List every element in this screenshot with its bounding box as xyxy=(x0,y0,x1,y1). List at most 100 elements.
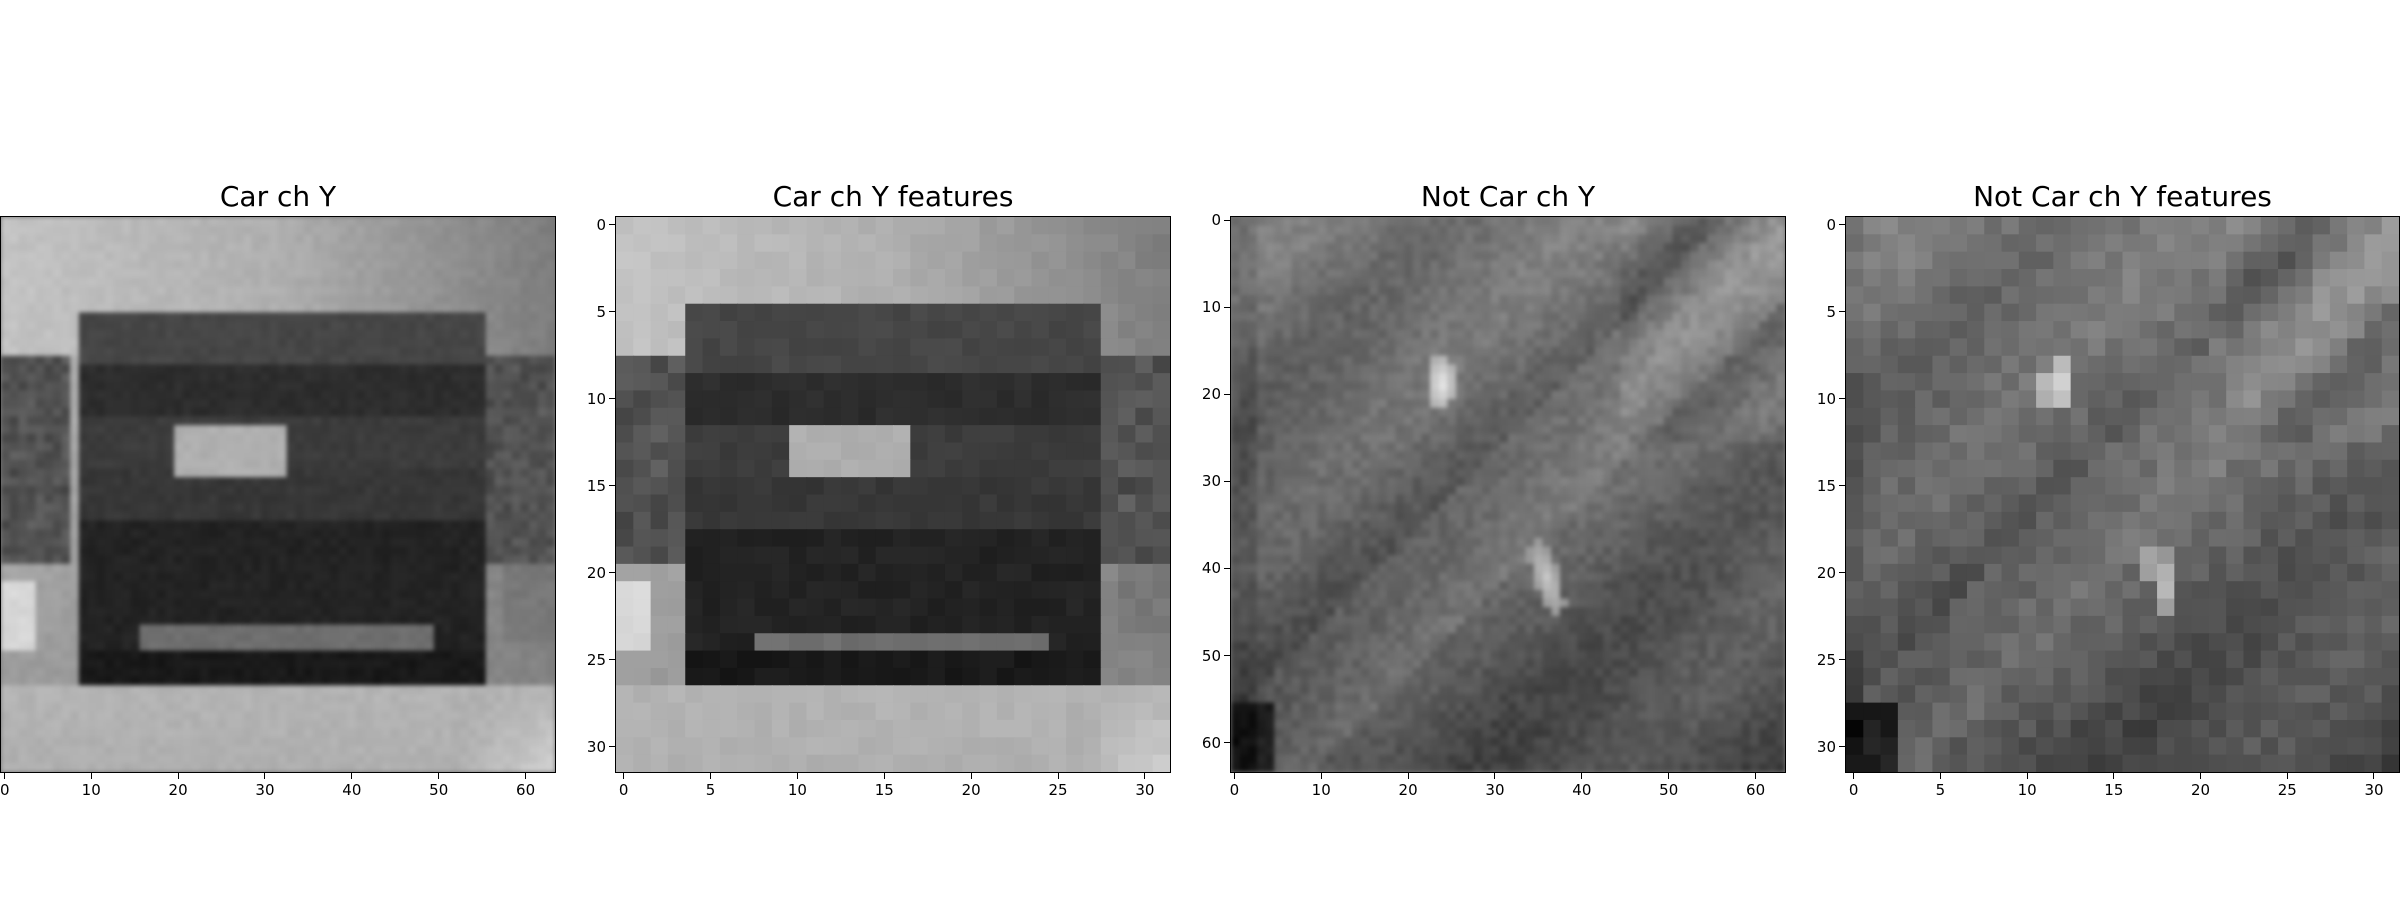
y-tick-label: 20 xyxy=(1817,564,1836,582)
y-tick-mark xyxy=(1224,655,1230,656)
x-tick-mark xyxy=(971,773,972,779)
x-tick-mark xyxy=(1321,773,1322,779)
x-tick-label: 10 xyxy=(1312,781,1331,799)
x-tick-mark xyxy=(2027,773,2028,779)
y-tick-label: 40 xyxy=(1202,559,1221,577)
y-tick-label: 25 xyxy=(1817,651,1836,669)
x-tick-label: 25 xyxy=(1049,781,1068,799)
y-tick-mark xyxy=(1839,746,1845,747)
y-tick-mark xyxy=(609,746,615,747)
x-tick-mark xyxy=(178,773,179,779)
x-tick-label: 40 xyxy=(342,781,361,799)
y-tick-label: 5 xyxy=(596,303,606,321)
y-tick-label: 0 xyxy=(1826,216,1836,234)
y-tick-label: 10 xyxy=(1202,298,1221,316)
y-tick-mark xyxy=(1224,307,1230,308)
not-car-feature-image xyxy=(1845,216,2400,773)
y-tick-label: 50 xyxy=(1202,647,1221,665)
y-tick-label: 0 xyxy=(1211,211,1221,229)
x-tick-label: 0 xyxy=(0,781,10,799)
x-tick-label: 20 xyxy=(169,781,188,799)
x-tick-mark xyxy=(1940,773,1941,779)
x-tick-mark xyxy=(797,773,798,779)
x-tick-label: 30 xyxy=(2364,781,2383,799)
y-tick-mark xyxy=(1839,398,1845,399)
x-tick-label: 10 xyxy=(82,781,101,799)
x-tick-mark xyxy=(1668,773,1669,779)
x-tick-label: 20 xyxy=(962,781,981,799)
y-tick-mark xyxy=(609,398,615,399)
x-tick-label: 40 xyxy=(1572,781,1591,799)
x-tick-label: 50 xyxy=(429,781,448,799)
car-feature-svg xyxy=(616,217,1170,772)
panel-title: Not Car ch Y features xyxy=(1845,180,2400,213)
x-tick-mark xyxy=(2287,773,2288,779)
y-tick-label: 30 xyxy=(1202,472,1221,490)
x-tick-mark xyxy=(1408,773,1409,779)
y-tick-mark xyxy=(1839,659,1845,660)
y-tick-label: 60 xyxy=(1202,734,1221,752)
x-tick-label: 5 xyxy=(706,781,716,799)
y-tick-mark xyxy=(609,659,615,660)
x-tick-mark xyxy=(91,773,92,779)
x-tick-mark xyxy=(1234,773,1235,779)
car-grayscale-image xyxy=(0,216,556,773)
x-tick-label: 10 xyxy=(788,781,807,799)
x-tick-mark xyxy=(4,773,5,779)
y-tick-label: 15 xyxy=(1817,477,1836,495)
not-car-image-svg xyxy=(1231,217,1785,772)
x-tick-label: 0 xyxy=(1230,781,1240,799)
y-tick-label: 15 xyxy=(587,477,606,495)
y-tick-label: 10 xyxy=(1817,390,1836,408)
car-feature-image xyxy=(615,216,1171,773)
y-tick-mark xyxy=(609,572,615,573)
y-tick-mark xyxy=(1224,568,1230,569)
x-tick-mark xyxy=(2113,773,2114,779)
y-tick-mark xyxy=(1839,224,1845,225)
x-tick-label: 10 xyxy=(2018,781,2037,799)
not-car-feature-svg xyxy=(1846,217,2399,772)
y-tick-label: 30 xyxy=(1817,738,1836,756)
x-tick-label: 60 xyxy=(516,781,535,799)
panel-title: Car ch Y xyxy=(0,180,556,213)
y-tick-mark xyxy=(1224,481,1230,482)
x-tick-label: 5 xyxy=(1936,781,1946,799)
y-tick-mark xyxy=(1839,485,1845,486)
x-tick-label: 0 xyxy=(619,781,629,799)
x-tick-label: 15 xyxy=(2104,781,2123,799)
panel-title: Not Car ch Y xyxy=(1230,180,1786,213)
x-tick-mark xyxy=(1058,773,1059,779)
x-tick-mark xyxy=(710,773,711,779)
x-tick-mark xyxy=(525,773,526,779)
x-tick-mark xyxy=(2373,773,2374,779)
x-tick-mark xyxy=(884,773,885,779)
y-tick-mark xyxy=(1839,311,1845,312)
x-tick-label: 30 xyxy=(1135,781,1154,799)
not-car-grayscale-image xyxy=(1230,216,1786,773)
y-tick-mark xyxy=(1224,394,1230,395)
x-tick-mark xyxy=(1581,773,1582,779)
x-tick-mark xyxy=(1853,773,1854,779)
x-tick-label: 30 xyxy=(1485,781,1504,799)
y-tick-label: 25 xyxy=(587,651,606,669)
y-tick-label: 20 xyxy=(1202,385,1221,403)
y-tick-mark xyxy=(609,311,615,312)
y-tick-mark xyxy=(1839,572,1845,573)
y-tick-mark xyxy=(609,485,615,486)
x-tick-label: 0 xyxy=(1849,781,1859,799)
y-tick-label: 20 xyxy=(587,564,606,582)
y-tick-label: 10 xyxy=(587,390,606,408)
y-tick-mark xyxy=(609,224,615,225)
y-tick-mark xyxy=(1224,220,1230,221)
x-tick-mark xyxy=(1144,773,1145,779)
x-tick-mark xyxy=(1755,773,1756,779)
x-tick-label: 30 xyxy=(255,781,274,799)
y-tick-label: 5 xyxy=(1826,303,1836,321)
x-tick-label: 15 xyxy=(875,781,894,799)
x-tick-mark xyxy=(2200,773,2201,779)
x-tick-label: 50 xyxy=(1659,781,1678,799)
car-image-svg xyxy=(1,217,555,772)
x-tick-mark xyxy=(438,773,439,779)
x-tick-label: 20 xyxy=(1399,781,1418,799)
y-tick-mark xyxy=(1224,742,1230,743)
